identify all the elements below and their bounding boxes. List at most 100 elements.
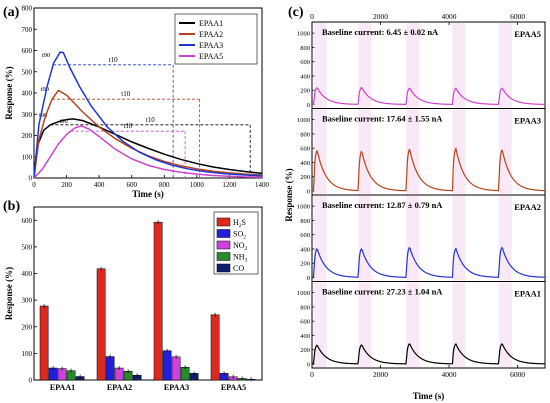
legend-label: SO2 bbox=[233, 230, 246, 241]
plot-frame bbox=[33, 206, 263, 381]
y-tick-label: 200 bbox=[22, 323, 33, 331]
y-tick-label: 1000 bbox=[297, 31, 310, 38]
gas-on-shading bbox=[498, 23, 512, 108]
panel-c-letter: (c) bbox=[288, 5, 304, 20]
y-tick-label: 400 bbox=[22, 90, 33, 98]
bar-h2s bbox=[39, 305, 49, 381]
y-tick-label: 200 bbox=[300, 174, 310, 181]
y-tick-label: 600 bbox=[300, 59, 310, 66]
annotation-t90: t90 bbox=[42, 52, 50, 59]
legend-label: EPAA5 bbox=[199, 52, 223, 61]
legend-label-base: NO bbox=[233, 241, 245, 250]
legend-label-base: H bbox=[233, 218, 239, 227]
subplot-series-label: EPAA1 bbox=[514, 289, 541, 299]
y-tick-label: 400 bbox=[300, 246, 310, 253]
x-tick-label: 6000 bbox=[510, 370, 525, 379]
series-line-epaa1 bbox=[33, 118, 263, 179]
y-axis-label: Response (%) bbox=[4, 66, 14, 119]
bar-h2s bbox=[96, 268, 106, 381]
y-tick-label: 300 bbox=[22, 111, 33, 119]
y-tick-label: 0 bbox=[307, 275, 310, 282]
top-x-tick-label: 4000 bbox=[442, 12, 457, 21]
y-axis-label: Response (%) bbox=[284, 168, 294, 221]
response-curve-epaa3 bbox=[312, 146, 546, 192]
category-label: EPAA3 bbox=[164, 383, 189, 392]
y-tick-label: 0 bbox=[29, 175, 33, 183]
y-tick-label: 600 bbox=[22, 47, 33, 55]
gas-on-shading bbox=[452, 282, 466, 367]
legend-label: EPAA2 bbox=[199, 30, 223, 39]
response-curve-epaa2 bbox=[312, 246, 546, 279]
gas-on-shading bbox=[358, 282, 372, 367]
y-tick-label: 400 bbox=[300, 160, 310, 167]
legend-swatch bbox=[216, 240, 231, 250]
legend-label-base: SO bbox=[233, 230, 243, 239]
gas-on-shading bbox=[313, 196, 327, 281]
gas-on-shading bbox=[498, 196, 512, 281]
x-tick-label: 200 bbox=[61, 181, 72, 189]
panel-b-letter: (b) bbox=[3, 199, 20, 214]
gas-on-shading bbox=[498, 109, 512, 194]
x-tick-label: 400 bbox=[94, 181, 105, 189]
category-label: EPAA5 bbox=[221, 383, 246, 392]
y-tick-label: 1000 bbox=[297, 204, 310, 211]
gas-on-shading bbox=[406, 109, 420, 194]
y-tick-label: 800 bbox=[300, 218, 310, 225]
gas-on-shading bbox=[313, 109, 327, 194]
y-tick-label: 800 bbox=[300, 131, 310, 138]
y-tick-label: 1000 bbox=[297, 290, 310, 297]
legend-label-sub: 2 bbox=[243, 235, 246, 241]
y-tick-label: 600 bbox=[22, 217, 33, 225]
x-axis-label: Time (s) bbox=[132, 189, 164, 199]
top-x-tick-label: 2000 bbox=[373, 12, 388, 21]
legend-label-sub: 2 bbox=[239, 223, 242, 229]
response-curve-epaa5 bbox=[312, 86, 546, 106]
y-tick-label: 400 bbox=[300, 333, 310, 340]
legend-label-tail: S bbox=[242, 218, 246, 227]
gas-on-shading bbox=[406, 23, 420, 108]
gas-on-shading bbox=[406, 282, 420, 367]
baseline-current-label: Baseline current: 27.23 ± 1.04 nA bbox=[322, 287, 443, 297]
gas-on-shading bbox=[358, 23, 372, 108]
y-tick-label: 600 bbox=[300, 146, 310, 153]
legend-label: EPAA3 bbox=[199, 41, 223, 50]
legend-label: EPAA1 bbox=[199, 19, 223, 28]
annotation-t90: t90 bbox=[41, 86, 49, 93]
x-tick-label: 0 bbox=[310, 370, 314, 379]
gas-on-shading bbox=[358, 196, 372, 281]
x-tick-label: 1000 bbox=[190, 181, 205, 189]
gas-on-shading bbox=[498, 282, 512, 367]
y-tick-label: 400 bbox=[300, 73, 310, 80]
annotation-t90: t90 bbox=[39, 112, 47, 119]
legend-label: NH3 bbox=[233, 253, 248, 264]
y-tick-label: 100 bbox=[22, 153, 33, 161]
legend-label-base: CO bbox=[233, 264, 244, 273]
top-x-tick-label: 6000 bbox=[510, 12, 525, 21]
y-tick-label: 800 bbox=[300, 304, 310, 311]
panel-a-response-curves: 0 200 400 600 800 1000 1200 1400 0 100 200 300 400 50… bbox=[4, 5, 270, 200]
subplot-frame bbox=[311, 281, 546, 369]
y-tick-label: 500 bbox=[22, 243, 33, 251]
legend-swatch bbox=[216, 263, 231, 273]
panel-a-letter: (a) bbox=[3, 5, 20, 20]
series-line-epaa3 bbox=[33, 51, 263, 179]
panel-c-repeatability: 0 2000 4000 6000 0 200 400 600 800 1000 Baseline c… bbox=[284, 12, 546, 401]
subplot-series-label: EPAA5 bbox=[514, 29, 541, 39]
bar-h2s bbox=[210, 314, 220, 381]
legend-label: H2S bbox=[233, 218, 246, 229]
y-tick-label: 300 bbox=[22, 297, 33, 305]
legend-swatch bbox=[216, 229, 231, 238]
x-axis-label: Time (s) bbox=[413, 391, 445, 401]
legend-label-sub: 2 bbox=[245, 246, 248, 252]
y-tick-label: 200 bbox=[300, 261, 310, 268]
x-tick-label: 1200 bbox=[222, 181, 237, 189]
y-tick-label: 1000 bbox=[297, 117, 310, 124]
y-tick-label: 100 bbox=[22, 350, 33, 358]
y-tick-label: 800 bbox=[22, 5, 33, 13]
annotation-t10: t10 bbox=[146, 116, 155, 124]
y-tick-label: 400 bbox=[22, 270, 33, 278]
y-tick-label: 200 bbox=[300, 347, 310, 354]
legend-label-sub: 3 bbox=[245, 258, 248, 264]
x-tick-label: 1400 bbox=[255, 181, 270, 189]
